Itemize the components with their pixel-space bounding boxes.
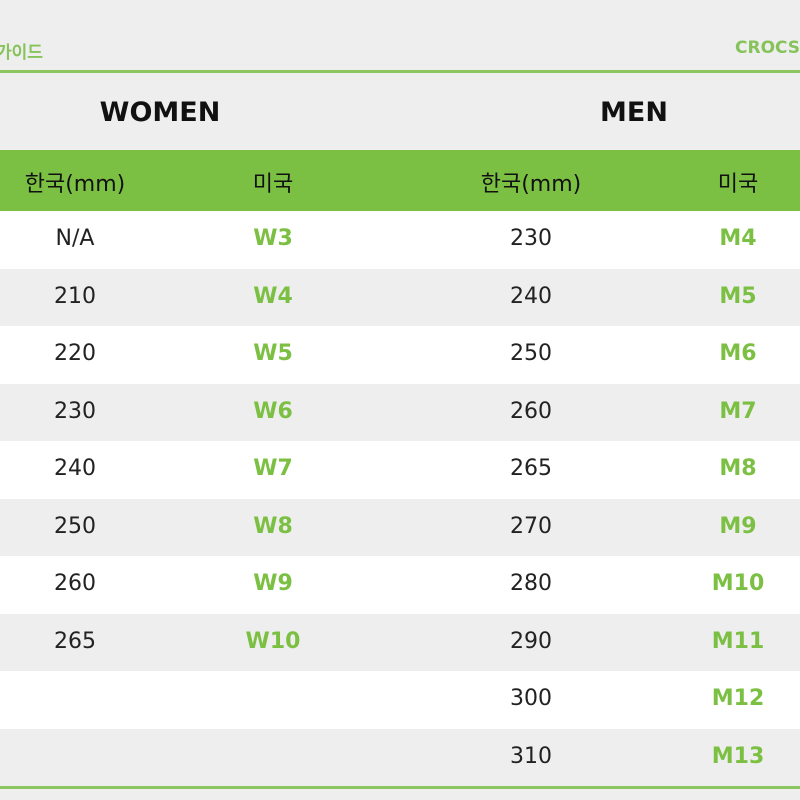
- w-us-cell: W4: [253, 283, 293, 309]
- m-kr-cell: 290: [510, 628, 552, 654]
- w-us-cell: W6: [253, 398, 293, 424]
- top-bar: 가이드 CROCS: [0, 0, 800, 70]
- women-us-header: 미국: [252, 172, 294, 197]
- women-kr-header: 한국(mm): [24, 172, 126, 197]
- men-us-header: 미국: [717, 172, 759, 197]
- table-row: 300 M12: [0, 671, 800, 729]
- m-us-cell: M7: [719, 398, 757, 424]
- w-kr-cell: 220: [54, 341, 96, 366]
- section-titles: WOMEN MEN: [0, 73, 800, 150]
- m-us-cell: M5: [719, 283, 757, 309]
- table-row: 260 W9 280 M10: [0, 556, 800, 614]
- divider-top: [0, 70, 800, 73]
- m-us-cell: M11: [711, 628, 765, 654]
- m-kr-cell: 265: [510, 456, 552, 481]
- m-kr-cell: 250: [510, 341, 552, 366]
- m-kr-cell: 300: [510, 686, 552, 711]
- m-us-cell: M4: [719, 226, 757, 251]
- w-us-cell: W7: [253, 456, 293, 481]
- women-title: WOMEN: [99, 97, 221, 128]
- m-kr-cell: 310: [510, 743, 552, 769]
- table-row: 265 W10 290 M11: [0, 613, 800, 671]
- w-kr-cell: 265: [54, 628, 96, 654]
- table-row: 310 M13: [0, 728, 800, 786]
- w-kr-cell: 250: [54, 513, 96, 539]
- m-kr-cell: 270: [510, 513, 552, 539]
- table-row: 220 W5 250 M6: [0, 326, 800, 384]
- table-row: 240 W7 265 M8: [0, 441, 800, 499]
- w-kr-cell: 240: [54, 456, 96, 481]
- m-kr-cell: 240: [510, 283, 552, 309]
- m-kr-cell: 230: [510, 226, 552, 251]
- table-row: N/A W3 230 M4: [0, 211, 800, 269]
- m-us-cell: M13: [711, 743, 765, 769]
- men-kr-header: 한국(mm): [480, 172, 582, 197]
- m-kr-cell: 260: [510, 398, 552, 424]
- w-us-cell: W5: [253, 341, 293, 366]
- m-us-cell: M9: [719, 513, 757, 539]
- m-us-cell: M6: [719, 341, 757, 366]
- w-kr-cell: 260: [54, 571, 96, 596]
- table-row: 250 W8 270 M9: [0, 498, 800, 556]
- divider-bottom: [0, 786, 800, 789]
- m-us-cell: M12: [711, 686, 765, 711]
- w-kr-cell: 230: [54, 398, 96, 424]
- brand-label: CROCS: [735, 38, 800, 58]
- w-us-cell: W9: [253, 571, 293, 596]
- table-row: 210 W4 240 M5: [0, 268, 800, 326]
- w-kr-cell: N/A: [55, 226, 95, 251]
- m-us-cell: M10: [711, 571, 765, 596]
- guide-title: 가이드: [0, 43, 43, 63]
- table-header: 한국(mm) 미국 한국(mm) 미국: [0, 150, 800, 211]
- m-us-cell: M8: [719, 456, 757, 481]
- m-kr-cell: 280: [510, 571, 552, 596]
- w-us-cell: W10: [245, 628, 301, 654]
- w-kr-cell: 210: [54, 283, 96, 309]
- men-title: MEN: [600, 97, 668, 128]
- w-us-cell: W3: [253, 226, 293, 251]
- table-row: 230 W6 260 M7: [0, 383, 800, 441]
- w-us-cell: W8: [253, 513, 293, 539]
